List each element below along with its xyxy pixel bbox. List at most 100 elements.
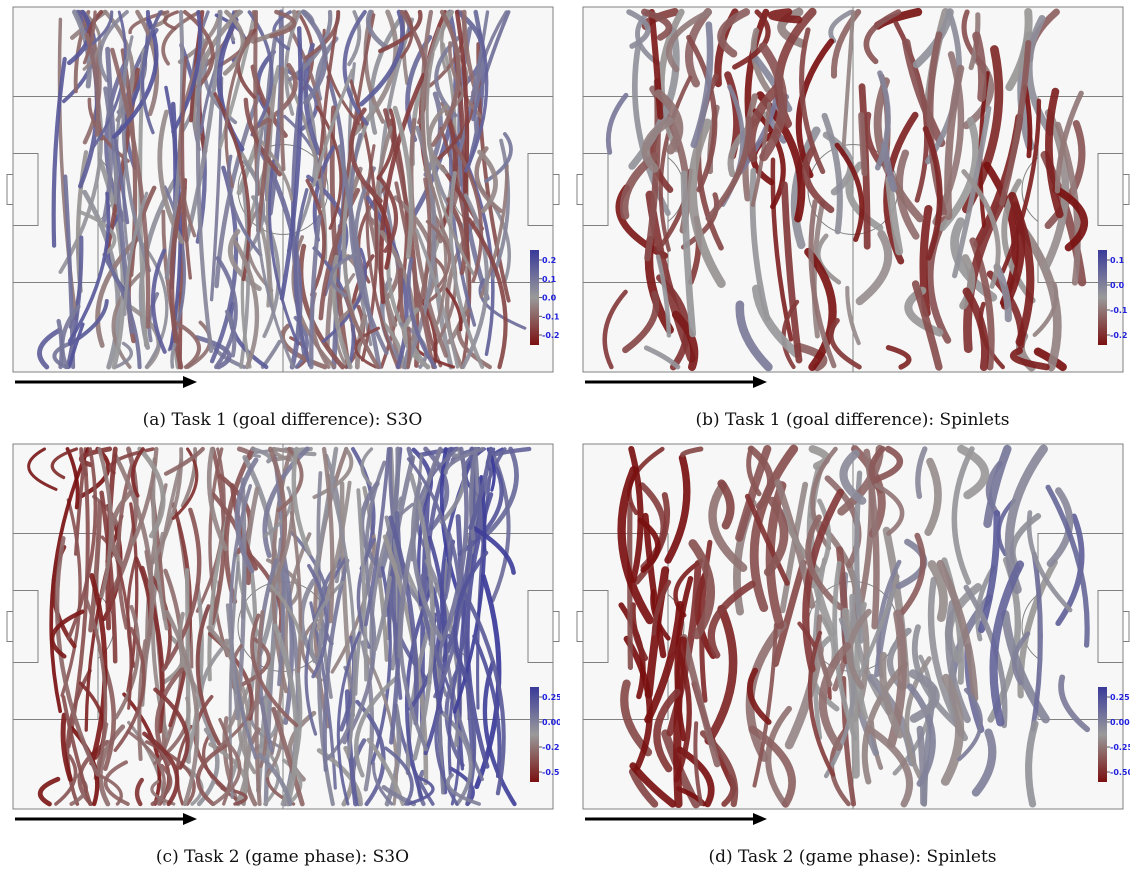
trajectory bbox=[406, 775, 435, 806]
trajectory bbox=[326, 473, 357, 759]
trajectory bbox=[961, 169, 1001, 289]
trajectory bbox=[184, 9, 223, 243]
trajectory bbox=[170, 342, 177, 369]
trajectory bbox=[171, 10, 202, 134]
trajectory bbox=[919, 204, 933, 317]
trajectory bbox=[272, 454, 286, 687]
trajectory bbox=[349, 107, 383, 204]
trajectory bbox=[654, 89, 684, 155]
trajectory bbox=[433, 446, 469, 661]
trajectory bbox=[680, 446, 704, 458]
trajectory bbox=[874, 483, 905, 536]
trajectory bbox=[707, 580, 756, 659]
trajectory bbox=[289, 530, 331, 632]
trajectory bbox=[631, 39, 671, 216]
trajectory bbox=[687, 118, 726, 288]
trajectory bbox=[342, 289, 380, 370]
trajectory bbox=[686, 34, 718, 193]
colorbar-tick-label: -0.50 bbox=[542, 768, 560, 777]
goal-right bbox=[552, 174, 560, 205]
trajectory bbox=[289, 510, 303, 673]
trajectory bbox=[749, 444, 799, 612]
goal-left bbox=[576, 611, 584, 642]
trajectory bbox=[61, 695, 92, 806]
trajectory bbox=[665, 9, 713, 73]
trajectory bbox=[959, 254, 976, 310]
trajectory bbox=[747, 445, 774, 510]
trajectory bbox=[1025, 720, 1039, 808]
trajectory bbox=[54, 754, 78, 806]
trajectory bbox=[420, 573, 445, 672]
trajectory bbox=[140, 10, 163, 135]
trajectory bbox=[1010, 347, 1050, 371]
trajectory bbox=[342, 10, 369, 126]
pitch-plot-d: 0.25 0.00 -0.25 -0.50 bbox=[576, 443, 1130, 825]
trajectory bbox=[52, 341, 71, 370]
trajectory bbox=[280, 323, 328, 370]
trajectory bbox=[623, 635, 653, 771]
trajectory bbox=[130, 446, 159, 546]
trajectory bbox=[79, 447, 88, 477]
trajectory bbox=[635, 9, 661, 66]
trajectory bbox=[658, 75, 693, 252]
trajectory bbox=[855, 229, 893, 306]
trajectory bbox=[153, 687, 190, 770]
trajectory bbox=[906, 683, 936, 787]
trajectory bbox=[772, 559, 807, 667]
trajectory bbox=[151, 447, 184, 565]
trajectory bbox=[927, 560, 948, 622]
colorbar-tick-label: 0.25 bbox=[542, 693, 560, 702]
colorbar-tick-label: -0.50 bbox=[1110, 768, 1130, 777]
trajectory bbox=[1045, 87, 1064, 219]
trajectory bbox=[685, 8, 712, 88]
trajectory bbox=[105, 46, 135, 335]
trajectory bbox=[305, 178, 326, 297]
trajectory bbox=[67, 191, 111, 343]
trajectory bbox=[758, 42, 788, 162]
trajectory bbox=[752, 108, 786, 210]
trajectory bbox=[134, 777, 144, 807]
trajectory bbox=[461, 588, 506, 796]
trajectory bbox=[916, 725, 927, 806]
trajectory bbox=[268, 159, 300, 346]
trajectory bbox=[347, 10, 362, 67]
trajectory bbox=[195, 604, 221, 746]
trajectory bbox=[256, 136, 294, 202]
trajectory bbox=[115, 558, 133, 710]
trajectory bbox=[377, 446, 401, 579]
trajectory bbox=[605, 92, 629, 155]
trajectory bbox=[364, 447, 391, 627]
trajectory bbox=[448, 171, 485, 369]
colorbar-tick-label: 0.00 bbox=[1110, 718, 1130, 727]
trajectory bbox=[113, 138, 130, 225]
trajectory bbox=[952, 105, 992, 279]
trajectory bbox=[255, 125, 295, 369]
trajectory bbox=[735, 444, 772, 542]
trajectory bbox=[265, 84, 277, 309]
trajectory bbox=[373, 575, 392, 652]
trajectory bbox=[291, 446, 312, 556]
trajectory bbox=[1030, 551, 1043, 732]
trajectory bbox=[622, 290, 660, 354]
trajectory bbox=[365, 9, 389, 50]
trajectory bbox=[818, 642, 852, 751]
trajectory bbox=[802, 146, 835, 214]
trajectory bbox=[940, 673, 965, 786]
trajectory bbox=[339, 481, 356, 718]
trajectory bbox=[471, 10, 511, 122]
trajectory bbox=[752, 622, 778, 788]
trajectory bbox=[211, 740, 242, 806]
trajectory bbox=[763, 496, 789, 577]
trajectory bbox=[50, 447, 79, 480]
trajectory bbox=[975, 565, 996, 642]
trajectory bbox=[315, 480, 352, 632]
trajectory bbox=[951, 446, 975, 585]
trajectory bbox=[807, 630, 836, 777]
panel-a: 0.2 0.1 0.0 -0.1 -0.2 bbox=[5, 5, 560, 390]
trajectory bbox=[164, 609, 200, 807]
trajectory bbox=[95, 236, 140, 348]
trajectory bbox=[300, 9, 328, 105]
trajectory bbox=[272, 623, 299, 807]
trajectory bbox=[354, 326, 381, 369]
trajectory bbox=[637, 517, 661, 573]
